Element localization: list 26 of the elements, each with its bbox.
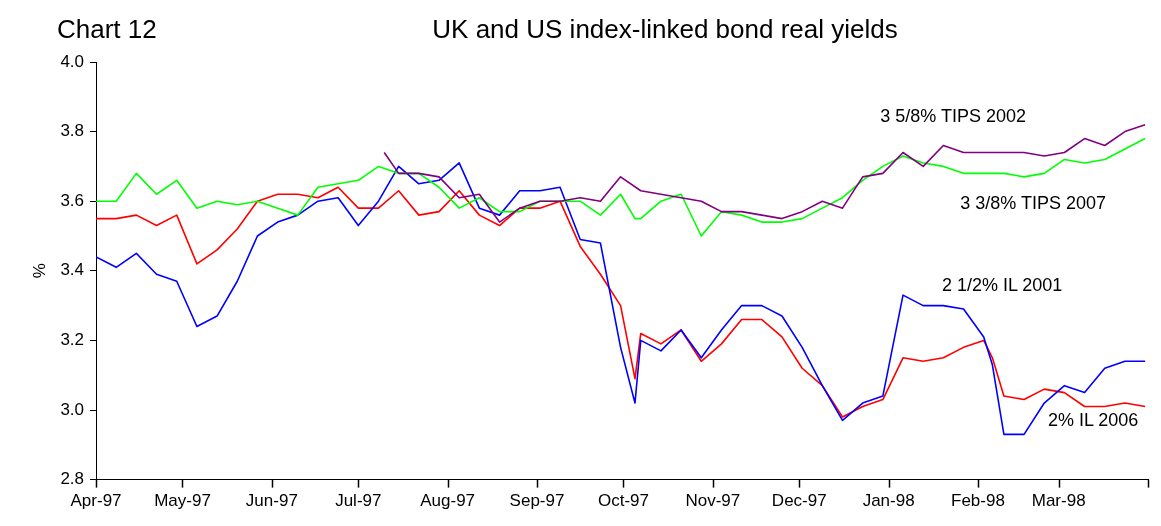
- y-tick-label: 3.8: [60, 121, 85, 141]
- x-tick-label: May-97: [154, 491, 211, 511]
- y-tick-label: 3.0: [60, 399, 85, 419]
- series-label: 2 1/2% IL 2001: [941, 275, 1063, 296]
- x-tick-label: Oct-97: [597, 491, 649, 511]
- x-tick-label: Jun-97: [245, 491, 298, 511]
- y-tick-label: 2.8: [60, 469, 85, 489]
- chart-title: UK and US index-linked bond real yields: [431, 14, 899, 45]
- x-tick-label: Apr-97: [70, 491, 122, 511]
- x-tick-label: Aug-97: [420, 491, 476, 511]
- series-label: 2% IL 2006: [1047, 410, 1139, 431]
- x-tick-label: Sep-97: [509, 491, 565, 511]
- x-tick-label: Dec-97: [771, 491, 827, 511]
- y-tick-label: 3.4: [60, 260, 85, 280]
- series-label: 3 3/8% TIPS 2007: [960, 192, 1107, 213]
- y-tick-label: 4.0: [60, 51, 85, 71]
- x-tick-label: Jan-98: [862, 491, 915, 511]
- x-tick-label: Mar-98: [1031, 491, 1086, 511]
- caption: Chart 12: [57, 14, 157, 45]
- x-tick-label: Jul-97: [335, 491, 382, 511]
- y-tick-label: 3.2: [60, 330, 85, 350]
- x-tick-label: Feb-98: [951, 491, 1005, 511]
- series-label: 3 5/8% TIPS 2002: [880, 105, 1027, 126]
- y-axis-title: %: [29, 263, 49, 279]
- y-tick-label: 3.6: [60, 190, 85, 210]
- x-tick-label: Nov-97: [685, 491, 741, 511]
